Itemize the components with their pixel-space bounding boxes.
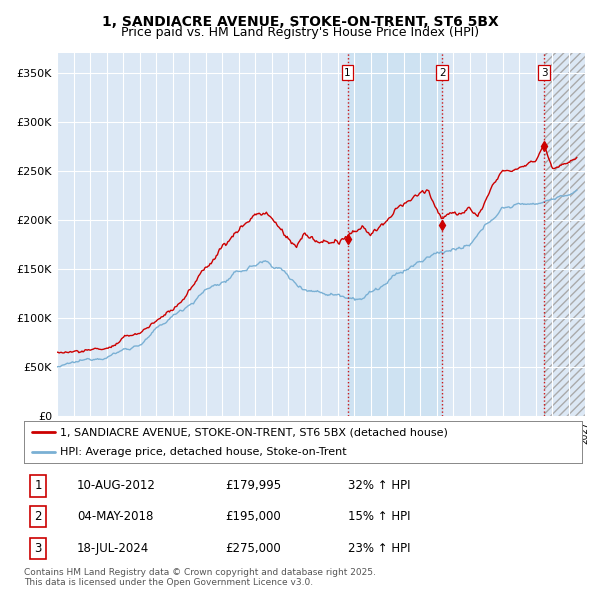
Text: £275,000: £275,000 (225, 542, 281, 555)
Text: 3: 3 (541, 68, 548, 78)
Text: 1, SANDIACRE AVENUE, STOKE-ON-TRENT, ST6 5BX (detached house): 1, SANDIACRE AVENUE, STOKE-ON-TRENT, ST6… (60, 427, 448, 437)
Text: Price paid vs. HM Land Registry's House Price Index (HPI): Price paid vs. HM Land Registry's House … (121, 26, 479, 39)
Text: 04-MAY-2018: 04-MAY-2018 (77, 510, 154, 523)
Bar (544, 53, 585, 416)
Text: HPI: Average price, detached house, Stoke-on-Trent: HPI: Average price, detached house, Stok… (60, 447, 347, 457)
Text: 18-JUL-2024: 18-JUL-2024 (77, 542, 149, 555)
Text: 23% ↑ HPI: 23% ↑ HPI (347, 542, 410, 555)
Text: 2: 2 (439, 68, 445, 78)
Text: £179,995: £179,995 (225, 480, 281, 493)
Text: Contains HM Land Registry data © Crown copyright and database right 2025.
This d: Contains HM Land Registry data © Crown c… (24, 568, 376, 587)
Text: 10-AUG-2012: 10-AUG-2012 (77, 480, 156, 493)
Text: 32% ↑ HPI: 32% ↑ HPI (347, 480, 410, 493)
Bar (347, 53, 442, 416)
Bar (544, 53, 585, 416)
Text: 15% ↑ HPI: 15% ↑ HPI (347, 510, 410, 523)
Text: 1: 1 (344, 68, 351, 78)
Text: 1: 1 (34, 480, 42, 493)
Text: 3: 3 (34, 542, 41, 555)
Text: 1, SANDIACRE AVENUE, STOKE-ON-TRENT, ST6 5BX: 1, SANDIACRE AVENUE, STOKE-ON-TRENT, ST6… (101, 15, 499, 29)
Text: 2: 2 (34, 510, 42, 523)
Text: £195,000: £195,000 (225, 510, 281, 523)
